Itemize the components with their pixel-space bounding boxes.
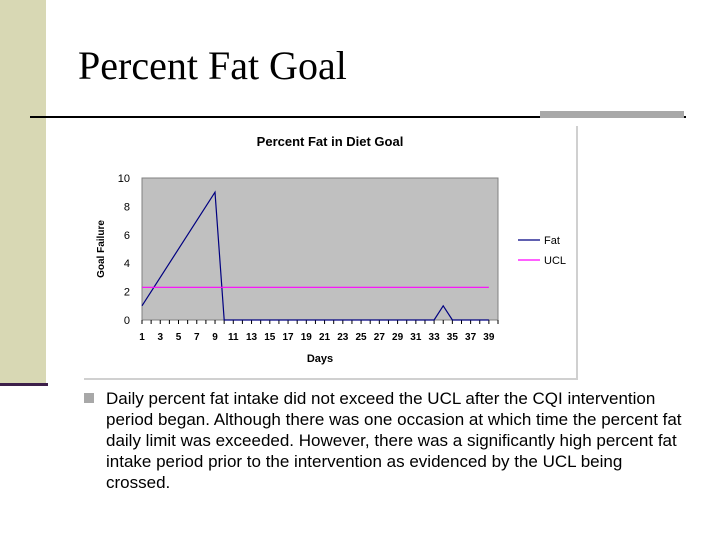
x-tick-label: 1 [139,332,145,343]
x-tick-label: 37 [465,332,477,343]
x-tick-label: 25 [356,332,368,343]
x-tick-label: 19 [301,332,313,343]
series-layer [141,190,489,321]
y-axis-label: Goal Failure [96,220,107,278]
x-tick-label: 13 [246,332,258,343]
x-tick-label: 27 [374,332,386,343]
plot-area [141,177,499,321]
x-tick-label: 5 [176,332,182,343]
x-tick-label: 39 [483,332,495,343]
bullet-text: Daily percent fat intake did not exceed … [106,389,682,492]
title-divider [30,116,686,118]
legend-label-ucl: UCL [544,255,566,267]
accent-bar [0,0,46,383]
x-tick-label: 31 [410,332,422,343]
x-tick-label: 11 [228,332,239,343]
x-tick-label: 15 [264,332,276,343]
title-divider-accent [540,111,684,118]
x-tick-label: 35 [447,332,459,343]
x-tick-label: 7 [194,332,200,343]
x-tick-label: 3 [157,332,163,343]
bullet-square-icon [84,393,94,403]
x-tick-label: 29 [392,332,404,343]
y-tick-label: 6 [124,230,130,242]
x-tick-label: 9 [212,332,218,343]
x-tick-label: 17 [282,332,294,343]
series-line-fat [141,190,489,321]
x-axis-ticks: 1 3 5 7 9 11 13 15 17 19 21 23 25 27 29 31 33 35 37 39 [139,320,499,343]
chart-legend: Fat UCL [518,235,566,267]
y-tick-label: 2 [124,287,130,299]
y-tick-label: 10 [118,173,130,185]
chart-panel: Percent Fat in Diet Goal 0 2 4 6 8 10 1 3 5 7 9 11… [82,124,576,378]
y-tick-label: 0 [124,315,130,327]
x-tick-label: 21 [319,332,331,343]
x-tick-label: 23 [337,332,349,343]
y-axis-ticks: 0 2 4 6 8 10 [118,173,130,327]
chart-title: Percent Fat in Diet Goal [257,134,404,149]
legend-label-fat: Fat [544,235,560,247]
y-tick-label: 4 [124,258,130,270]
accent-bar-edge [0,383,48,386]
x-tick-label: 33 [429,332,441,343]
slide-title: Percent Fat Goal [78,43,347,88]
x-axis-label: Days [307,353,333,365]
y-tick-label: 8 [124,201,130,213]
